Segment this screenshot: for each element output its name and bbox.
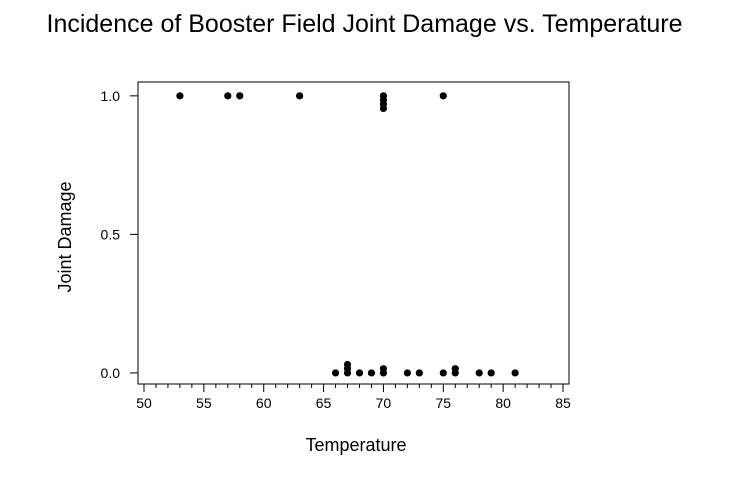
x-tick-label: 50 (136, 395, 152, 411)
plot-frame (137, 81, 570, 385)
chart-title: Incidence of Booster Field Joint Damage … (46, 10, 683, 38)
y-axis-label: Joint Damage (55, 181, 75, 292)
data-point (511, 369, 519, 377)
y-tick-label: 1.0 (101, 88, 121, 104)
y-tick-label: 0.0 (101, 365, 121, 381)
data-point (487, 369, 495, 377)
data-point (224, 92, 232, 100)
data-point (439, 369, 447, 377)
data-point (475, 369, 483, 377)
data-point (451, 365, 459, 373)
y-axis: 0.0 0.5 1.0 (101, 88, 138, 381)
data-point (403, 369, 411, 377)
data-points (176, 92, 519, 377)
data-point (415, 369, 423, 377)
data-point (355, 369, 364, 377)
x-tick-label: 65 (316, 395, 332, 411)
x-tick-label: 70 (376, 395, 392, 411)
data-point (367, 369, 376, 377)
data-point (236, 92, 244, 100)
x-tick-label: 55 (196, 395, 212, 411)
data-point (331, 369, 340, 377)
data-point (439, 92, 447, 100)
y-tick-label: 0.5 (101, 226, 121, 242)
data-point (296, 92, 304, 100)
data-point (379, 365, 388, 373)
x-axis-label: Temperature (305, 435, 406, 455)
x-tick-label: 85 (555, 395, 571, 411)
data-point (379, 104, 388, 113)
x-axis: 50 55 60 65 70 75 80 85 (136, 384, 571, 411)
data-point (176, 92, 184, 100)
x-tick-label: 60 (256, 395, 272, 411)
data-point (343, 360, 352, 369)
x-tick-label: 75 (436, 395, 452, 411)
x-tick-label: 80 (495, 395, 511, 411)
